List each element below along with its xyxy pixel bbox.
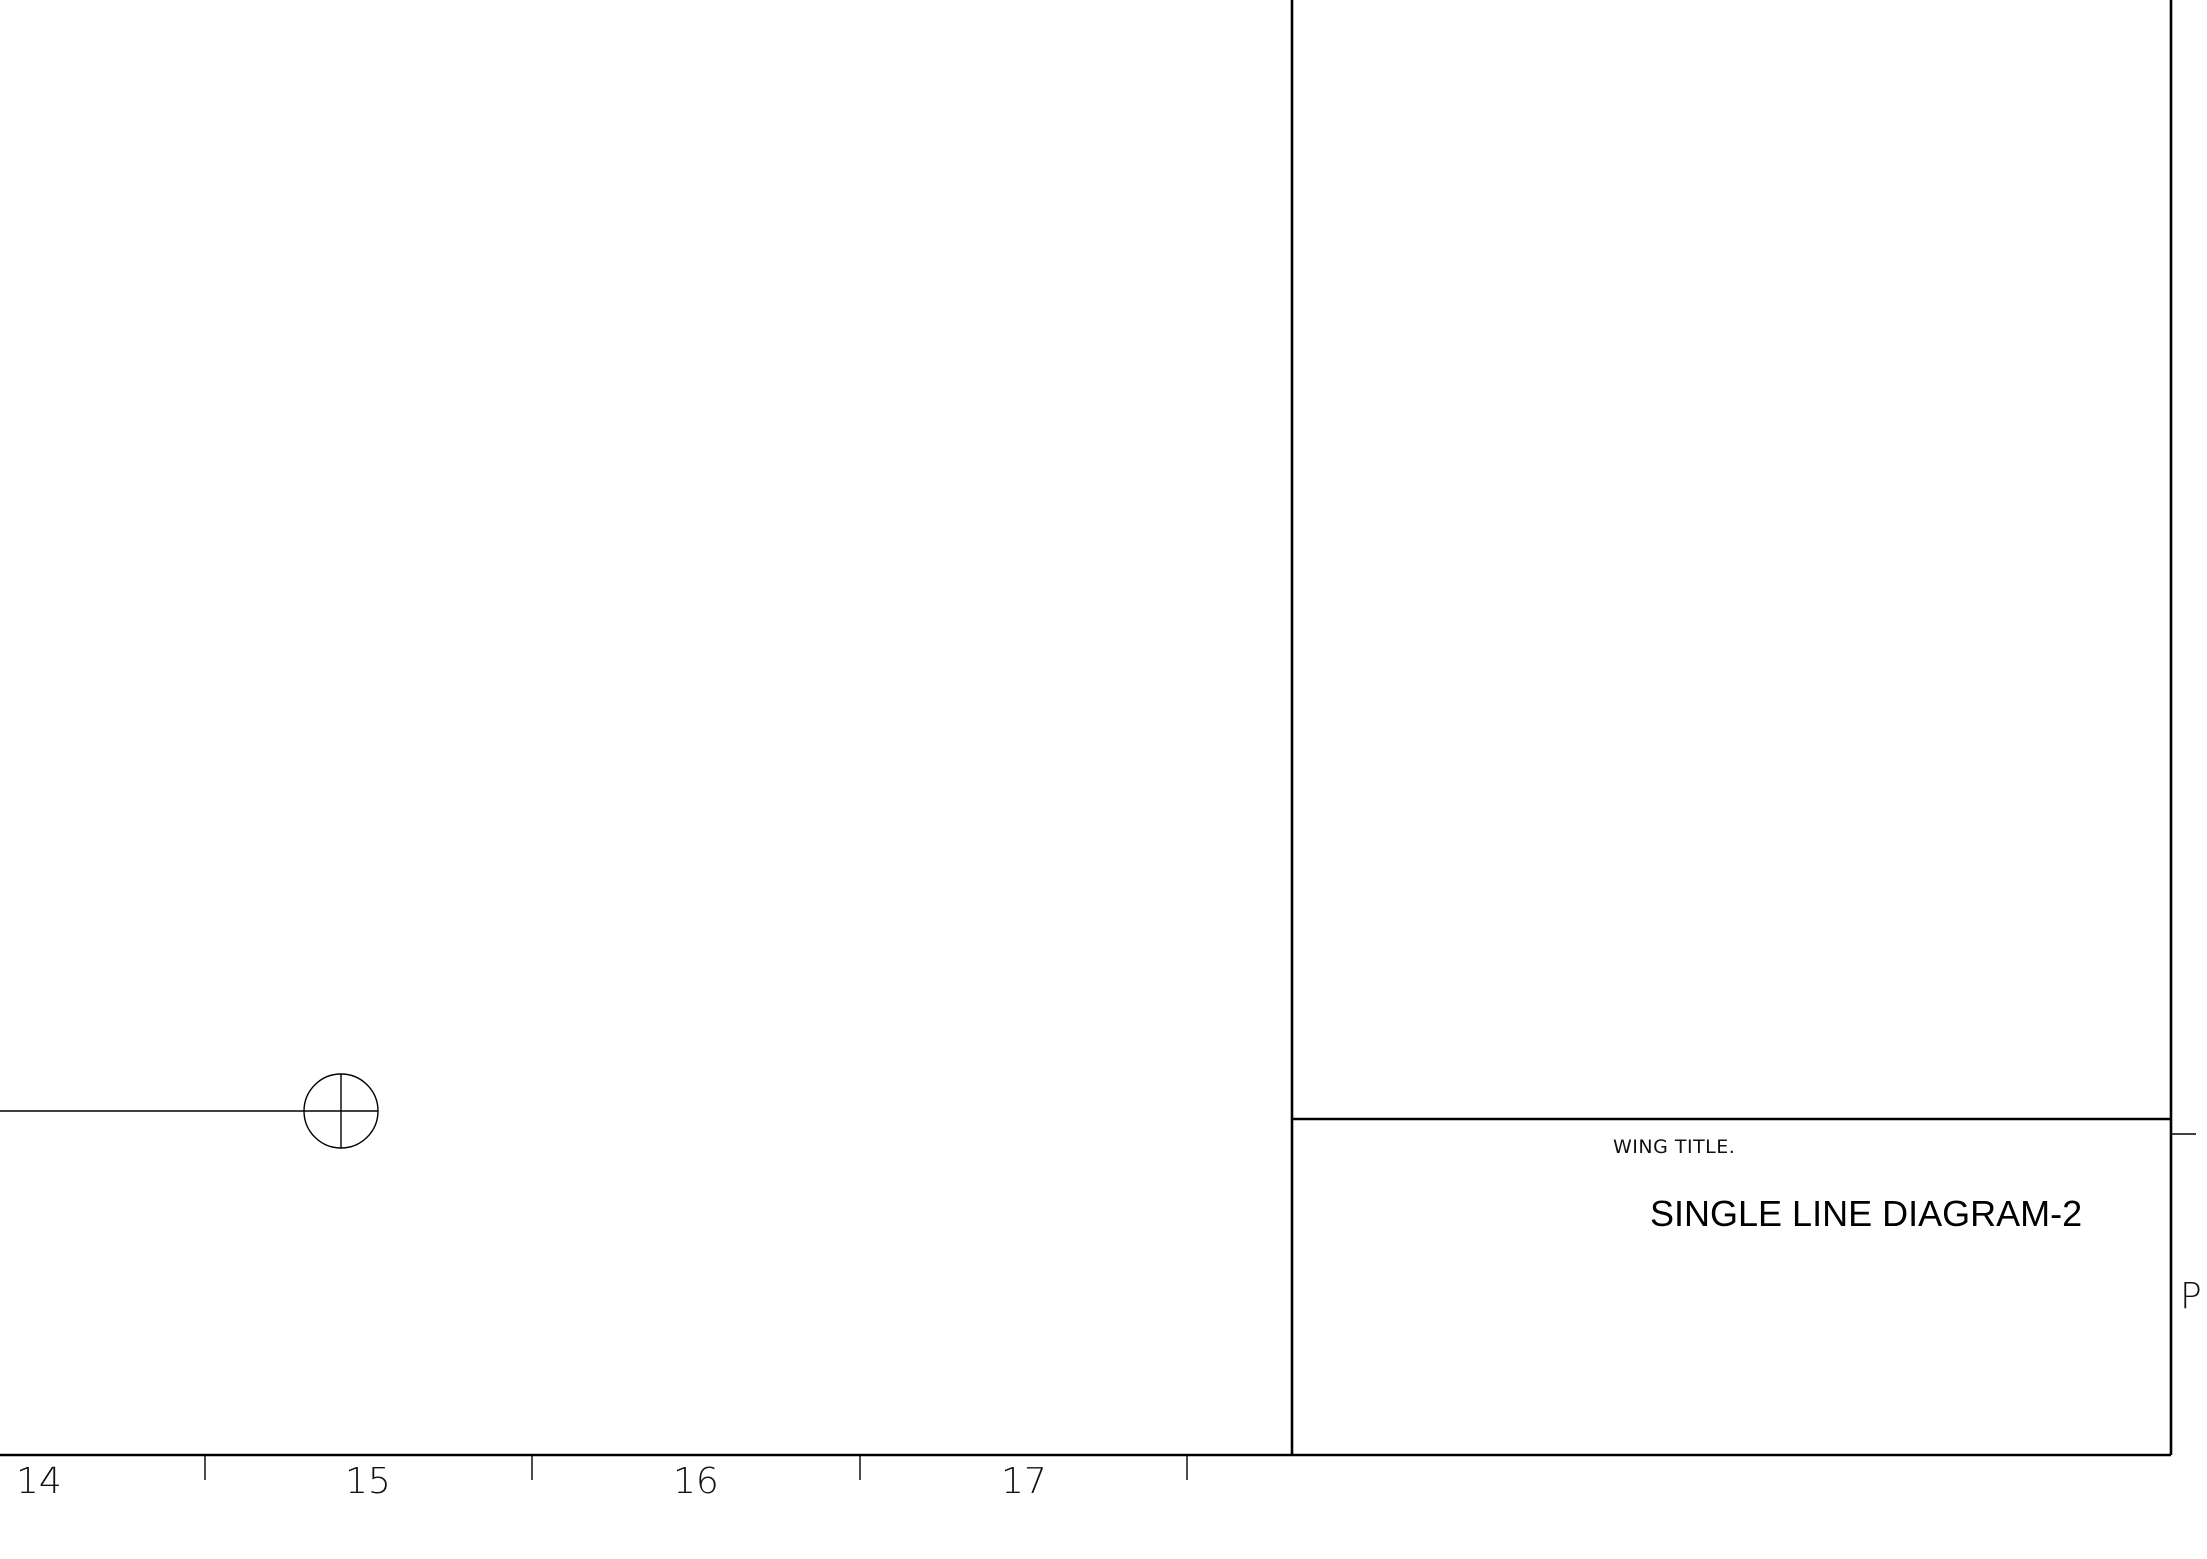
row-zone-marker: P — [2171, 1133, 2202, 1317]
grid-row-label: P — [2180, 1276, 2202, 1317]
column-ticks — [204, 1455, 1188, 1480]
grid-reference-marker — [0, 1073, 379, 1149]
grid-column-label: 16 — [673, 1461, 719, 1502]
wing-title-label: WING TITLE. — [1613, 1136, 1735, 1158]
column-labels: 14 15 16 17 — [16, 1461, 1047, 1502]
drawing-title: SINGLE LINE DIAGRAM-2 — [1650, 1193, 2082, 1234]
title-block: WING TITLE. SINGLE LINE DIAGRAM-2 — [1613, 1136, 2082, 1234]
grid-column-label: 15 — [345, 1461, 391, 1502]
drawing-frame — [0, 0, 2173, 1457]
grid-column-label: 17 — [1001, 1461, 1047, 1502]
grid-column-label: 14 — [16, 1461, 62, 1502]
